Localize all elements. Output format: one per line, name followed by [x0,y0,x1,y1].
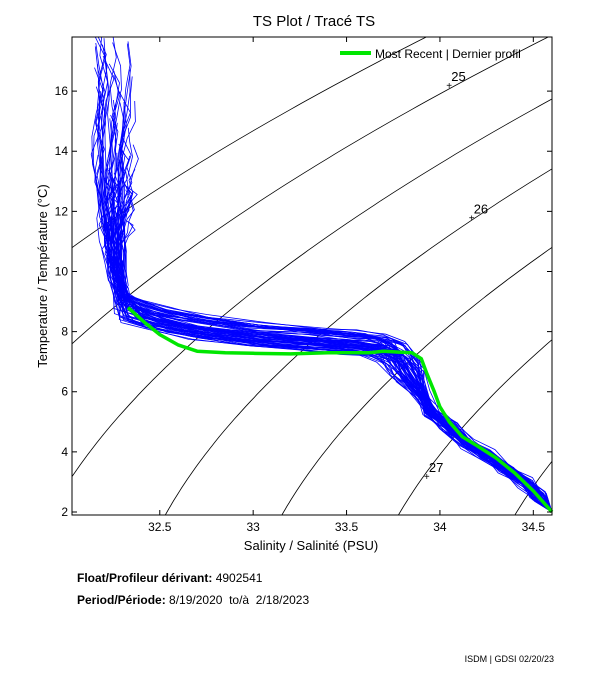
historical-profile-line [104,75,552,513]
historical-profile-line [119,41,552,513]
historical-profile-line [94,42,552,513]
y-tick-label: 16 [55,84,69,98]
float-id: 4902541 [215,571,263,585]
isopycnal-24.5 [72,37,428,249]
period-label: Period/Période: [77,593,166,607]
period-info: Period/Période: 8/19/2020 to/à 2/18/2023 [77,593,309,607]
historical-profile-line [107,37,552,513]
x-tick-label: 33.5 [335,520,359,534]
historical-profile-line [94,46,552,513]
historical-profile-line [103,38,552,513]
y-tick-label: 8 [61,325,68,339]
historical-profile-line [117,200,552,513]
historical-profile-line [119,43,552,513]
contour-marker: + [446,81,452,92]
historical-profile-line [112,147,552,513]
historical-profile-line [102,55,552,513]
y-axis: 2 4 6 8 10 12 14 16 [55,84,552,519]
historical-profile-line [109,42,552,513]
isopycnal-26 [164,168,552,515]
isopycnal-27.5 [514,460,552,515]
recent-profile [126,306,554,514]
density-contours: 25+26+27+ [72,37,552,515]
historical-profile-line [113,220,552,513]
x-tick-label: 34 [433,520,447,534]
recent-profile-line [126,306,554,514]
historical-profile-line [112,199,552,513]
y-tick-label: 2 [61,505,68,519]
historical-profile-line [103,178,552,513]
historical-profile-line [117,184,552,513]
historical-profile-line [101,53,552,513]
historical-profile-line [99,37,552,513]
contour-label-27: 27 [429,460,443,475]
historical-profile-line [94,37,552,513]
historical-profile-line [117,76,552,513]
y-tick-label: 4 [61,445,68,459]
historical-profile-line [111,70,552,513]
historical-profiles [90,37,552,513]
x-axis-label: Salinity / Salinité (PSU) [244,538,378,553]
contour-label-26: 26 [474,201,488,216]
y-tick-label: 12 [55,204,69,218]
historical-profile-line [101,209,552,513]
isopycnal-25 [72,37,550,345]
plot-frame [71,36,553,516]
historical-profile-line [110,208,552,513]
y-axis-label: Temperature / Température (°C) [35,184,50,367]
historical-profile-line [119,221,552,513]
contour-marker: + [469,213,475,224]
contour-marker: + [424,472,430,483]
x-tick-label: 34.5 [522,520,546,534]
historical-profile-line [113,215,552,513]
x-axis: 32.5 33 33.5 34 34.5 [148,37,545,534]
historical-profile-line [113,183,552,513]
historical-profile-line [115,199,552,513]
y-tick-label: 10 [55,264,69,278]
x-tick-label: 32.5 [148,520,172,534]
footer-credit: ISDM | GDSI 02/20/23 [464,654,554,664]
historical-profile-line [100,44,552,513]
isopycnal-26.5 [281,246,552,515]
legend: Most Recent | Dernier profil [340,47,521,61]
historical-profile-line [92,64,552,513]
x-tick-label: 33 [246,520,260,534]
isopycnal-27 [397,339,552,515]
contour-label-25: 25 [451,69,465,84]
historical-profile-line [91,67,552,513]
chart-title: TS Plot / Tracé TS [253,13,375,30]
y-tick-label: 14 [55,144,69,158]
y-tick-label: 6 [61,385,68,399]
float-label: Float/Profileur dérivant: [77,571,213,585]
period-value: 8/19/2020 to/à 2/18/2023 [169,593,310,607]
legend-label: Most Recent | Dernier profil [375,47,521,61]
float-info: Float/Profileur dérivant: 4902541 [77,571,262,585]
